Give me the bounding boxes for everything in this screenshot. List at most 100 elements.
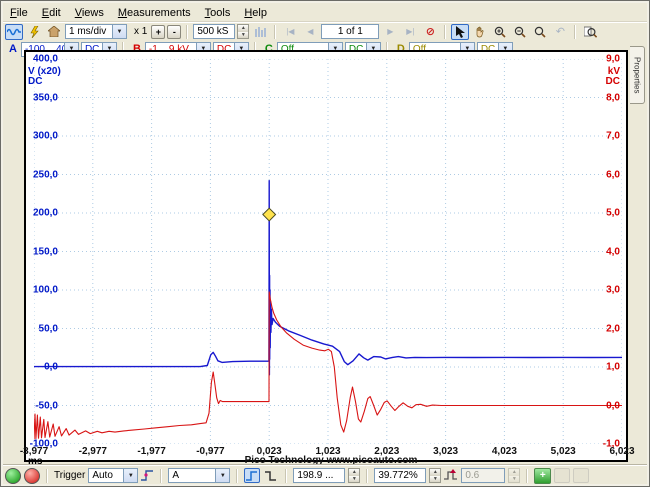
pre-trigger-spinner[interactable]: ▲ ▼ [429, 468, 442, 483]
menu-bar: File Edit Views Measurements Tools Help [4, 5, 646, 20]
trigger-marker[interactable] [262, 207, 277, 222]
trigger-delay-icon [444, 469, 458, 482]
spinner-up-icon: ▲ [509, 469, 520, 476]
edit-measurement-button [554, 468, 571, 483]
menu-item-1[interactable]: Edit [41, 6, 61, 19]
zoom-in-tool-button[interactable] [491, 24, 509, 40]
trigger-threshold-field[interactable]: 198.9 ... [293, 468, 346, 483]
channel-a-coupling-value: DC [84, 43, 100, 55]
prev-icon: ◀ [307, 27, 314, 36]
skip-last-icon: ▶| [406, 27, 415, 36]
spinner-down-icon: ▼ [430, 475, 441, 482]
rising-edge-icon [246, 470, 258, 482]
toolbar-separator [253, 42, 256, 56]
trigger-mode-select[interactable]: Auto ▼ [88, 468, 139, 483]
falling-edge-icon [265, 470, 277, 482]
samples-value: 500 kS [197, 26, 229, 37]
buffer-position-field[interactable]: 1 of 1 [321, 24, 380, 39]
channel-b-range-value: -1 .. 9 kV [148, 43, 189, 55]
samples-field[interactable]: 500 kS [193, 24, 236, 39]
spinner-up-icon: ▲ [430, 469, 441, 476]
first-buffer-button: |◀ [281, 24, 299, 40]
toolbar-separator [526, 468, 529, 483]
zoom-box-tool-button[interactable] [531, 24, 549, 40]
clear-buffer-button[interactable]: ⊘ [421, 24, 439, 40]
trigger-label: Trigger [54, 470, 86, 481]
hand-icon [475, 26, 486, 38]
undo-zoom-button: ↶ [551, 24, 569, 40]
last-buffer-button: ▶| [401, 24, 419, 40]
delay-spinner: ▲ ▼ [508, 468, 521, 483]
falling-edge-button[interactable] [263, 468, 279, 483]
chevron-down-icon: ▼ [123, 469, 138, 482]
scope-view-button[interactable] [5, 23, 23, 40]
scope-plot-area[interactable]: 400,0 350,0 300,0 250,0 200,0 150,0 100,0 50,0 0… [20, 50, 635, 467]
go-button[interactable] [5, 467, 21, 484]
no-entry-icon: ⊘ [425, 26, 435, 38]
left-axis-coupling: DC [28, 76, 43, 87]
channel-b-coupling-value: DC [216, 43, 232, 55]
skip-first-icon: |◀ [286, 27, 295, 36]
cursor-arrow-icon [455, 25, 465, 38]
trigger-threshold-value: 198.9 ... [297, 470, 334, 481]
home-icon [48, 26, 60, 37]
add-measurement-button[interactable]: + [534, 467, 552, 484]
x-axis-label-2: -1,977 [137, 446, 166, 457]
undo-arrow-icon: ↶ [555, 26, 565, 38]
next-icon: ▶ [387, 27, 394, 36]
pointer-tool-button[interactable] [451, 23, 470, 40]
main-toolbar: 1 ms/div ▼ x 1 + - 500 kS ▲ ▼ |◀ ◀ 1 of 1… [5, 23, 646, 40]
trigger-type-icon [141, 469, 154, 482]
toolbar-separator [236, 468, 239, 483]
x-axis-label-8: 4,023 [491, 446, 517, 457]
left-axis-unit: V (x20) [28, 66, 61, 77]
channel-c-coupling-value: DC [348, 43, 364, 55]
menu-item-0[interactable]: File [10, 6, 28, 19]
threshold-spinner[interactable]: ▲ ▼ [348, 468, 361, 483]
zoom-box-icon [534, 26, 546, 38]
zoom-overview-button[interactable] [581, 24, 599, 40]
home-button[interactable] [45, 24, 63, 40]
channel-b-label: B [132, 43, 141, 55]
toolbar-separator [121, 42, 124, 56]
trigger-delay-value: 0.6 [465, 470, 480, 481]
menu-item-4[interactable]: Tools [204, 6, 231, 19]
stop-button[interactable] [24, 467, 40, 484]
pre-trigger-value: 39.772% [378, 470, 418, 481]
channel-c-label: C [264, 43, 273, 55]
waveform-icon [7, 27, 21, 37]
trigger-source-value: A [172, 470, 179, 481]
samples-spinner[interactable]: ▲ ▼ [237, 24, 250, 39]
zoom-out-tool-button[interactable] [511, 24, 529, 40]
spark-test-button[interactable] [25, 24, 43, 40]
trace-channel-b [34, 291, 622, 440]
trigger-source-select[interactable]: A ▼ [168, 468, 231, 483]
zoom-step-in-button[interactable]: + [151, 24, 166, 39]
zoom-in-icon [494, 26, 506, 38]
menu-item-5[interactable]: Help [244, 6, 267, 19]
zoom-out-icon [514, 26, 526, 38]
plus-icon: + [539, 470, 546, 481]
menu-divider [3, 21, 647, 23]
status-divider [3, 464, 647, 466]
pre-trigger-field[interactable]: 39.772% [374, 468, 427, 483]
waveform-buffer-button [251, 24, 269, 40]
properties-tab[interactable]: Properties [630, 46, 645, 104]
toolbar-separator [574, 24, 577, 39]
toolbar-separator [444, 24, 447, 39]
delete-measurement-button [573, 468, 590, 483]
timebase-select[interactable]: 1 ms/div ▼ [65, 24, 127, 39]
zoom-step-out-button[interactable]: - [167, 24, 182, 39]
status-bar: Trigger Auto ▼ A ▼ 198.9 ... ▲ ▼ 39.772% … [5, 467, 646, 484]
minus-icon: - [172, 26, 176, 37]
rising-edge-button[interactable] [244, 468, 261, 483]
menu-item-3[interactable]: Measurements [117, 6, 191, 19]
toolbar-separator [160, 468, 163, 483]
timebase-value: 1 ms/div [69, 26, 107, 37]
zoom-factor-label: x 1 [134, 26, 148, 37]
spinner-down-icon: ▼ [349, 475, 360, 482]
chevron-down-icon: ▼ [112, 25, 126, 38]
pan-tool-button[interactable] [471, 24, 489, 40]
spinner-up-icon: ▲ [238, 25, 249, 32]
menu-item-2[interactable]: Views [74, 6, 104, 19]
